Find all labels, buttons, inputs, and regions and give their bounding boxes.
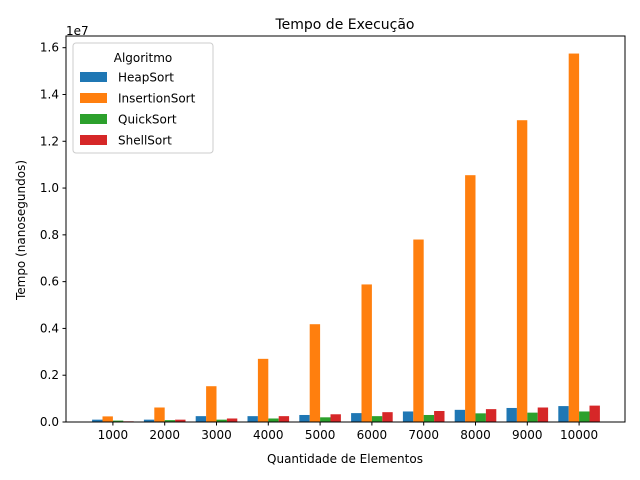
x-tick-label: 5000: [305, 428, 336, 442]
bar-insertionsort-5000: [309, 324, 321, 422]
legend-title: Algoritmo: [114, 51, 173, 65]
plot-area: 0.0 0.2 0.4 0.6 0.8 1.0 1.2 1.4 1.6 1000 2000 3000 4…: [40, 35, 626, 442]
x-tick-label: 6000: [357, 428, 388, 442]
x-tick-label: 8000: [460, 428, 491, 442]
x-tick-label: 1000: [98, 428, 129, 442]
x-tick-label: 2000: [149, 428, 180, 442]
legend-swatch-insertionsort: [80, 93, 107, 103]
y-tick-label: 1.0: [40, 181, 59, 195]
bar-heapsort-4000: [247, 416, 258, 422]
bar-shellsort-3000: [226, 418, 238, 422]
bar-quicksort-10000: [579, 411, 590, 422]
y-tick-label: 1.6: [40, 41, 59, 55]
plot-frame: [65, 35, 626, 423]
legend-label-quicksort: QuickSort: [118, 113, 177, 127]
bar-insertionsort-8000: [465, 175, 476, 422]
bar-heapsort-1000: [92, 419, 103, 422]
bar-insertionsort-3000: [206, 386, 217, 422]
bar-insertionsort-7000: [413, 239, 424, 422]
bar-insertionsort-10000: [568, 53, 580, 423]
bar-shellsort-4000: [278, 416, 290, 422]
legend-label-heapsort: HeapSort: [118, 71, 174, 85]
legend: Algoritmo HeapSort InsertionSort QuickSort S…: [72, 42, 214, 154]
y-tick-label: 0.0: [40, 415, 59, 429]
bar-heapsort-7000: [402, 411, 414, 422]
bar-heapsort-5000: [299, 414, 310, 422]
bar-quicksort-7000: [423, 414, 435, 422]
x-tick-label: 4000: [253, 428, 284, 442]
y-multiplier-label: 1e7: [66, 24, 89, 38]
bar-shellsort-8000: [485, 409, 497, 422]
bar-quicksort-5000: [320, 417, 331, 422]
y-tick-label: 1.4: [40, 87, 59, 101]
bar-shellsort-2000: [175, 419, 186, 422]
y-tick-label: 0.6: [40, 275, 59, 289]
x-tick-label: 9000: [512, 428, 543, 442]
y-tick-label: 0.4: [40, 321, 59, 335]
legend-swatch-heapsort: [80, 72, 107, 82]
bar-quicksort-3000: [216, 419, 227, 422]
bar-insertionsort-2000: [154, 407, 165, 422]
x-tick-label: 10000: [560, 428, 598, 442]
chart-title: Tempo de Execução: [274, 17, 414, 33]
legend-label-insertionsort: InsertionSort: [118, 92, 196, 106]
bar-insertionsort-4000: [257, 358, 269, 422]
x-axis-label: Quantidade de Elementos: [267, 452, 423, 466]
bar-quicksort-8000: [475, 413, 486, 422]
legend-label-shellsort: ShellSort: [118, 134, 172, 148]
legend-swatch-shellsort: [80, 135, 107, 145]
bar-quicksort-4000: [268, 418, 279, 422]
y-tick-label: 0.2: [40, 368, 59, 382]
bar-shellsort-6000: [382, 412, 393, 422]
bar-heapsort-2000: [143, 419, 155, 422]
legend-swatch-quicksort: [80, 114, 107, 124]
bar-quicksort-9000: [527, 412, 538, 422]
bar-quicksort-6000: [371, 416, 383, 422]
bar-shellsort-9000: [537, 407, 549, 422]
bar-quicksort-1000: [112, 420, 124, 422]
bar-insertionsort-9000: [516, 120, 528, 422]
y-tick-label: 1.2: [40, 134, 59, 148]
bar-heapsort-10000: [558, 406, 569, 422]
bar-heapsort-8000: [454, 409, 466, 422]
bar-heapsort-6000: [351, 413, 362, 422]
bar-shellsort-7000: [434, 411, 445, 422]
x-tick-label: 7000: [408, 428, 439, 442]
bar-shellsort-5000: [330, 414, 341, 422]
x-tick-label: 3000: [201, 428, 232, 442]
y-axis-label: Tempo (nanosegundos): [14, 160, 28, 301]
bar-heapsort-9000: [506, 407, 517, 422]
bar-shellsort-10000: [589, 405, 600, 422]
bar-insertionsort-6000: [361, 284, 372, 422]
y-tick-label: 0.8: [40, 228, 59, 242]
legend-box: [72, 42, 214, 154]
bar-heapsort-3000: [195, 416, 207, 422]
bar-quicksort-2000: [164, 420, 176, 422]
bar-insertionsort-1000: [102, 416, 113, 422]
